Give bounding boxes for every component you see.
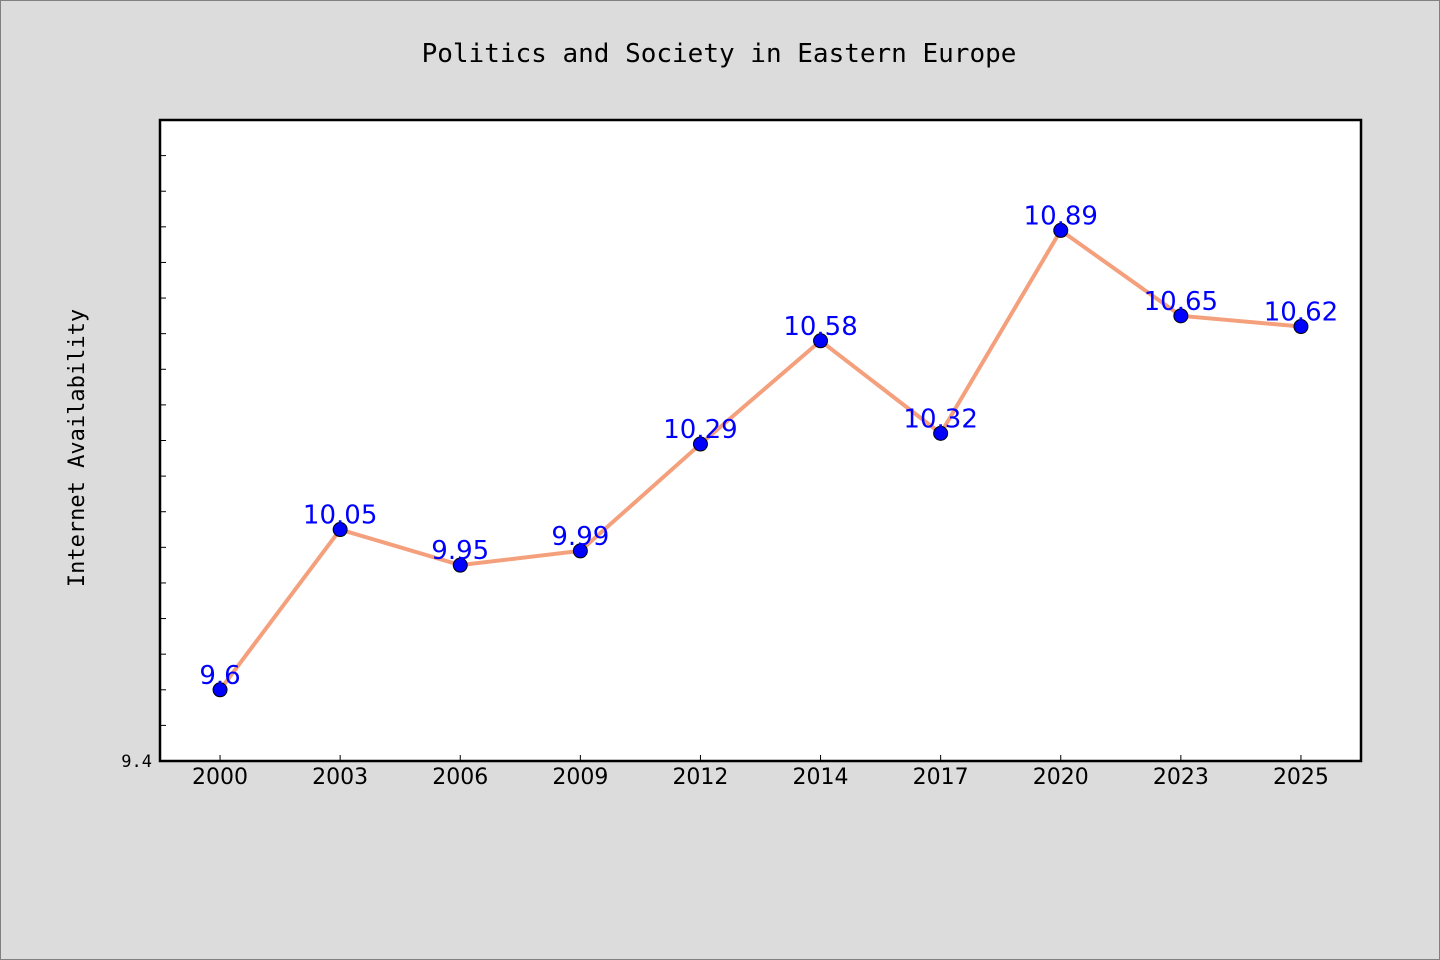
- data-label: 10.29: [663, 415, 737, 445]
- data-label: 9.95: [431, 536, 489, 566]
- data-label: 9.6: [199, 661, 240, 691]
- y-tick-label: 9.4: [121, 752, 152, 772]
- x-tick-label: 2003: [312, 765, 368, 790]
- data-point: [1173, 308, 1189, 324]
- x-tick-label: 2017: [913, 765, 969, 790]
- data-point: [933, 425, 949, 441]
- x-tick-label: 2000: [192, 765, 248, 790]
- x-tick-label: 2023: [1153, 765, 1209, 790]
- y-axis: 9.4: [121, 155, 166, 772]
- data-point: [332, 522, 348, 538]
- data-label: 10.05: [303, 501, 377, 531]
- data-point: [1293, 319, 1309, 335]
- data-point: [1053, 222, 1069, 238]
- data-labels: 9.6 10.05 9.95 9.99 10.29 10.58 10.32 10.89 10.6…: [199, 201, 1338, 690]
- x-axis: 2000 2003 2006 2009 2012 2014 2017 2020 2023 2025: [192, 755, 1329, 790]
- data-label: 10.32: [903, 404, 977, 434]
- x-tick-label: 2014: [793, 765, 849, 790]
- data-label: 10.62: [1264, 298, 1338, 328]
- data-point: [813, 333, 829, 349]
- markers: [212, 222, 1309, 698]
- x-tick-label: 2012: [672, 765, 728, 790]
- data-label: 10.89: [1024, 201, 1098, 231]
- x-tick-label: 2025: [1273, 765, 1329, 790]
- series: [218, 227, 1302, 691]
- series-line: [218, 227, 1302, 691]
- plot-area: [158, 118, 1363, 763]
- data-point: [572, 543, 588, 559]
- x-tick-label: 2020: [1033, 765, 1089, 790]
- y-axis-label: Internet Availability: [65, 309, 90, 587]
- x-tick-label: 2009: [552, 765, 608, 790]
- data-point: [212, 682, 228, 698]
- x-tick-label: 2006: [432, 765, 488, 790]
- data-point: [452, 557, 468, 573]
- data-label: 9.99: [551, 522, 609, 552]
- data-point: [692, 436, 708, 452]
- chart-title: Politics and Society in Eastern Europe: [422, 39, 1017, 69]
- data-label: 10.65: [1144, 287, 1218, 317]
- data-label: 10.58: [783, 312, 857, 342]
